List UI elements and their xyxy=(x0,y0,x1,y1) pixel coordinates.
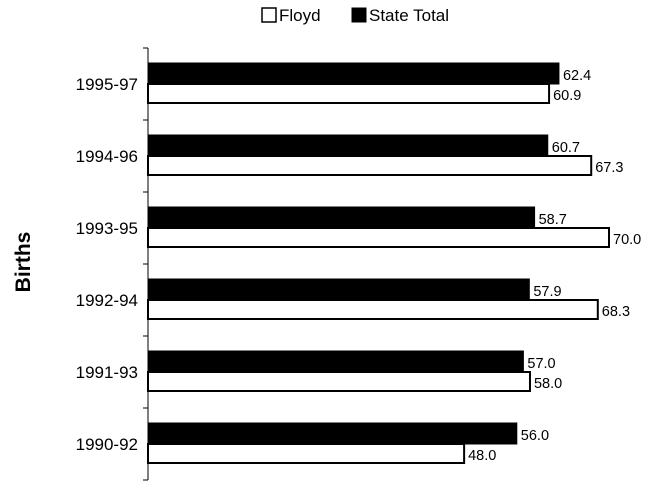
bar-state-total xyxy=(147,62,560,85)
value-label-state-total: 60.7 xyxy=(552,140,580,156)
value-label-floyd: 48.0 xyxy=(468,448,496,464)
legend: Floyd State Total xyxy=(261,6,449,25)
bar-state-total xyxy=(147,206,536,229)
bar-floyd xyxy=(147,83,551,104)
category-labels: 1995-97 1994-96 1993-95 1992-94 1991-93 1990-… xyxy=(76,75,138,454)
bar-floyd xyxy=(147,155,593,176)
bar-floyd xyxy=(147,371,531,392)
bars xyxy=(147,62,610,464)
value-label-floyd: 58.0 xyxy=(534,376,562,392)
bar-state-total xyxy=(147,278,530,301)
value-label-floyd: 60.9 xyxy=(553,88,581,104)
legend-swatch-floyd xyxy=(261,7,277,23)
value-label-floyd: 70.0 xyxy=(613,232,641,248)
bar-floyd xyxy=(147,227,610,248)
legend-swatch-state-total xyxy=(351,7,367,23)
value-label-state-total: 57.9 xyxy=(533,284,561,300)
legend-label-state-total: State Total xyxy=(369,6,449,25)
category-label: 1993-95 xyxy=(76,219,138,238)
value-label-state-total: 62.4 xyxy=(563,68,591,84)
y-axis-ticks xyxy=(143,47,148,481)
value-label-floyd: 68.3 xyxy=(602,304,630,320)
value-label-state-total: 56.0 xyxy=(521,428,549,444)
category-label: 1990-92 xyxy=(76,435,138,454)
bar-floyd xyxy=(147,443,466,464)
value-label-state-total: 58.7 xyxy=(539,212,567,228)
category-label: 1994-96 xyxy=(76,147,138,166)
category-label: 1995-97 xyxy=(76,75,138,94)
bar-state-total xyxy=(147,350,524,373)
y-axis-title: Births xyxy=(12,232,35,293)
bar-floyd xyxy=(147,299,599,320)
category-label: 1992-94 xyxy=(76,291,138,310)
value-label-floyd: 67.3 xyxy=(595,160,623,176)
value-labels: 62.4 60.9 60.7 67.3 58.7 70.0 57.9 68.3 57.0 58.0… xyxy=(468,68,641,464)
bar-state-total xyxy=(147,422,518,445)
bar-state-total xyxy=(147,134,549,157)
category-label: 1991-93 xyxy=(76,363,138,382)
value-label-state-total: 57.0 xyxy=(527,356,555,372)
legend-label-floyd: Floyd xyxy=(279,6,321,25)
